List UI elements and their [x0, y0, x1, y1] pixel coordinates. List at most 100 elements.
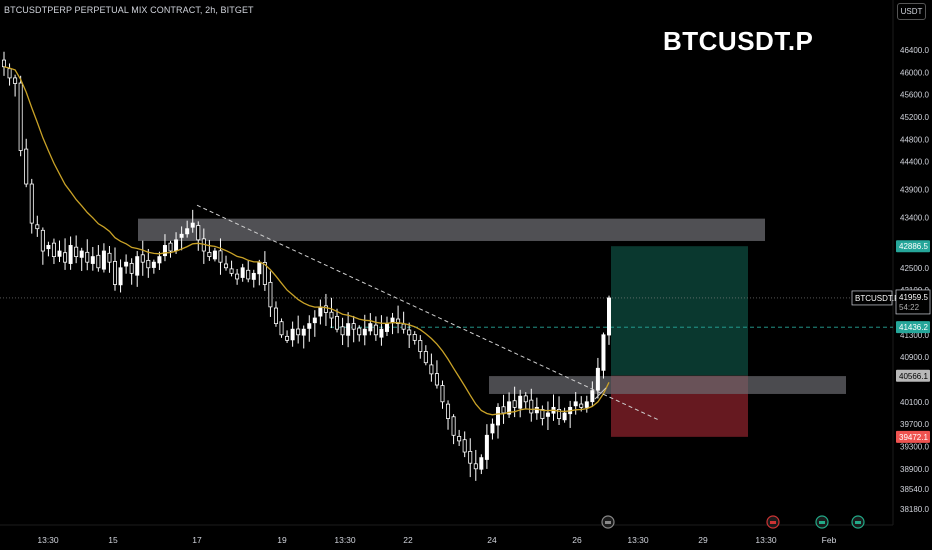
- symbol-watermark: BTCUSDT.P: [663, 26, 814, 56]
- price-tag: [896, 240, 930, 253]
- x-tick-label: 24: [487, 535, 497, 545]
- candle-body: [301, 328, 306, 336]
- candle-body: [196, 225, 201, 241]
- demand-zone: [489, 376, 846, 394]
- candle-body: [357, 327, 362, 336]
- candle-body: [18, 82, 23, 151]
- candle-body: [329, 311, 334, 319]
- candle-body: [340, 326, 345, 336]
- candle-body: [162, 245, 167, 257]
- candle-body: [523, 395, 528, 403]
- candle-body: [146, 259, 151, 269]
- candle-body: [135, 256, 140, 276]
- candle-body: [229, 268, 234, 274]
- event-flag-icon-mark: [855, 521, 861, 524]
- x-tick-label: 17: [192, 535, 202, 545]
- candle-body: [368, 323, 373, 332]
- symbol-tag-box: [851, 290, 893, 306]
- price-tag: [896, 430, 930, 443]
- candle-body: [157, 256, 162, 264]
- candle-body: [285, 335, 290, 341]
- y-tick-label: 41300.0: [900, 331, 929, 340]
- symbol-tag-label: BTCUSDT.P: [855, 294, 899, 303]
- y-tick-label: 40900.0: [900, 353, 929, 362]
- candle-body: [35, 224, 40, 230]
- candle-body: [268, 281, 273, 308]
- candle-body: [501, 406, 506, 414]
- candle-body: [240, 267, 245, 278]
- price-tag-value: 41436.2: [899, 323, 928, 332]
- candle-body: [118, 267, 123, 286]
- price-tag-value: 40566.1: [899, 372, 928, 381]
- candle-body: [557, 409, 562, 419]
- y-tick-label: 46400.0: [900, 46, 929, 55]
- x-tick-label: 29: [698, 535, 708, 545]
- candle-body: [346, 323, 351, 336]
- y-tick-label: 38900.0: [900, 465, 929, 474]
- y-tick-label: 46000.0: [900, 68, 929, 77]
- candle-body: [107, 252, 112, 263]
- target-zone: [611, 246, 748, 376]
- x-tick-label: 13:30: [334, 535, 356, 545]
- candle-body: [457, 436, 462, 442]
- candle-body: [290, 328, 295, 341]
- currency-button[interactable]: USDT: [897, 3, 926, 20]
- x-tick-label: 13:30: [755, 535, 777, 545]
- y-tick-label: 43400.0: [900, 214, 929, 223]
- candle-body: [262, 262, 267, 285]
- candle-body: [396, 318, 401, 325]
- candle-body: [151, 261, 156, 268]
- candle-body: [85, 251, 90, 263]
- candle-body: [179, 233, 184, 238]
- candle-body: [224, 263, 229, 269]
- supply-zone: [138, 218, 765, 241]
- candle-body: [96, 254, 101, 269]
- price-tag-value: 39472.1: [899, 433, 928, 442]
- countdown-value: 54:22: [899, 303, 920, 312]
- candle-body: [185, 228, 190, 235]
- candle-body: [7, 68, 12, 79]
- candle-body: [384, 323, 389, 332]
- y-tick-label: 42500.0: [900, 264, 929, 273]
- candle-body: [296, 328, 301, 336]
- candle-body: [318, 306, 323, 317]
- candle-body: [518, 395, 523, 409]
- candle-body: [451, 416, 456, 436]
- candle-body: [218, 250, 223, 263]
- y-tick-label: 44400.0: [900, 158, 929, 167]
- candle-body: [601, 334, 606, 371]
- candle-body: [440, 385, 445, 403]
- x-tick-label: 22: [403, 535, 413, 545]
- candle-body: [351, 323, 356, 330]
- x-tick-label: Feb: [822, 535, 837, 545]
- candle-body: [512, 400, 517, 408]
- price-tag: [896, 321, 930, 334]
- candle-body: [40, 229, 45, 252]
- candle-body: [584, 401, 589, 408]
- candle-body: [207, 251, 212, 258]
- x-tick-label: 15: [108, 535, 118, 545]
- candle-body: [174, 239, 179, 251]
- candle-body: [473, 463, 478, 470]
- candle-body: [63, 252, 68, 263]
- candle-body: [74, 246, 79, 258]
- candle-body: [46, 245, 51, 250]
- price-tag: [896, 369, 930, 382]
- instrument-header: BTCUSDTPERP PERPETUAL MIX CONTRACT, 2h, …: [4, 5, 254, 15]
- candle-body: [534, 406, 539, 414]
- candle-body: [590, 390, 595, 403]
- y-tick-label: 38540.0: [900, 485, 929, 494]
- candle-body: [190, 222, 195, 228]
- trendline-up: [594, 387, 607, 400]
- candle-body: [540, 409, 545, 419]
- candle-body: [124, 261, 129, 267]
- candles-group: [2, 51, 612, 481]
- y-tick-label: 43900.0: [900, 186, 929, 195]
- x-tick-label: 13:30: [627, 535, 649, 545]
- candle-body: [545, 412, 550, 417]
- candle-body: [507, 401, 512, 415]
- candle-body: [13, 77, 18, 84]
- last-price-tag: [895, 289, 931, 315]
- y-tick-label: 44800.0: [900, 135, 929, 144]
